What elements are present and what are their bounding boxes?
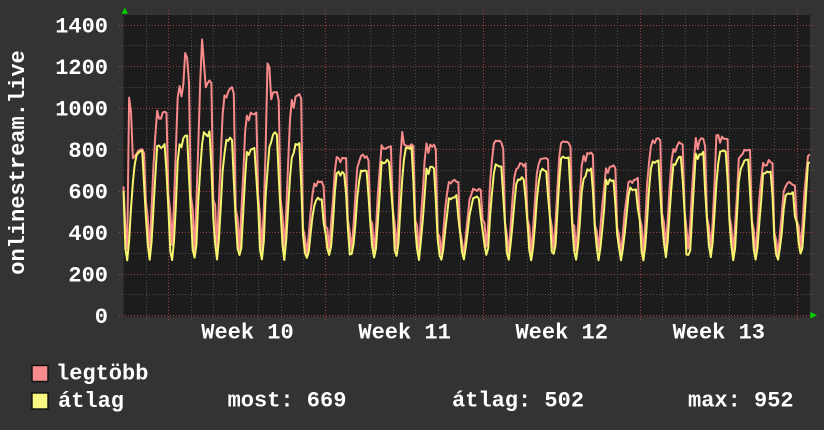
svg-text:1400: 1400: [55, 14, 108, 39]
svg-text:Week 12: Week 12: [515, 320, 607, 345]
svg-text:Week 13: Week 13: [673, 320, 765, 345]
svg-text:legtöbb: legtöbb: [56, 361, 148, 386]
svg-text:Week 10: Week 10: [201, 320, 293, 345]
svg-text:600: 600: [68, 180, 108, 205]
svg-text:onlinestream.live: onlinestream.live: [6, 50, 31, 274]
svg-text:200: 200: [68, 263, 108, 288]
svg-text:Week 11: Week 11: [358, 320, 450, 345]
svg-text:1000: 1000: [55, 97, 108, 122]
svg-text:átlag: 502: átlag: 502: [452, 389, 584, 414]
svg-text:átlag: átlag: [58, 389, 124, 414]
svg-text:max: 952: max: 952: [688, 389, 794, 414]
svg-text:400: 400: [68, 222, 108, 247]
svg-text:800: 800: [68, 139, 108, 164]
svg-text:most: 669: most: 669: [228, 389, 347, 414]
svg-text:1200: 1200: [55, 56, 108, 81]
svg-text:0: 0: [95, 305, 108, 330]
